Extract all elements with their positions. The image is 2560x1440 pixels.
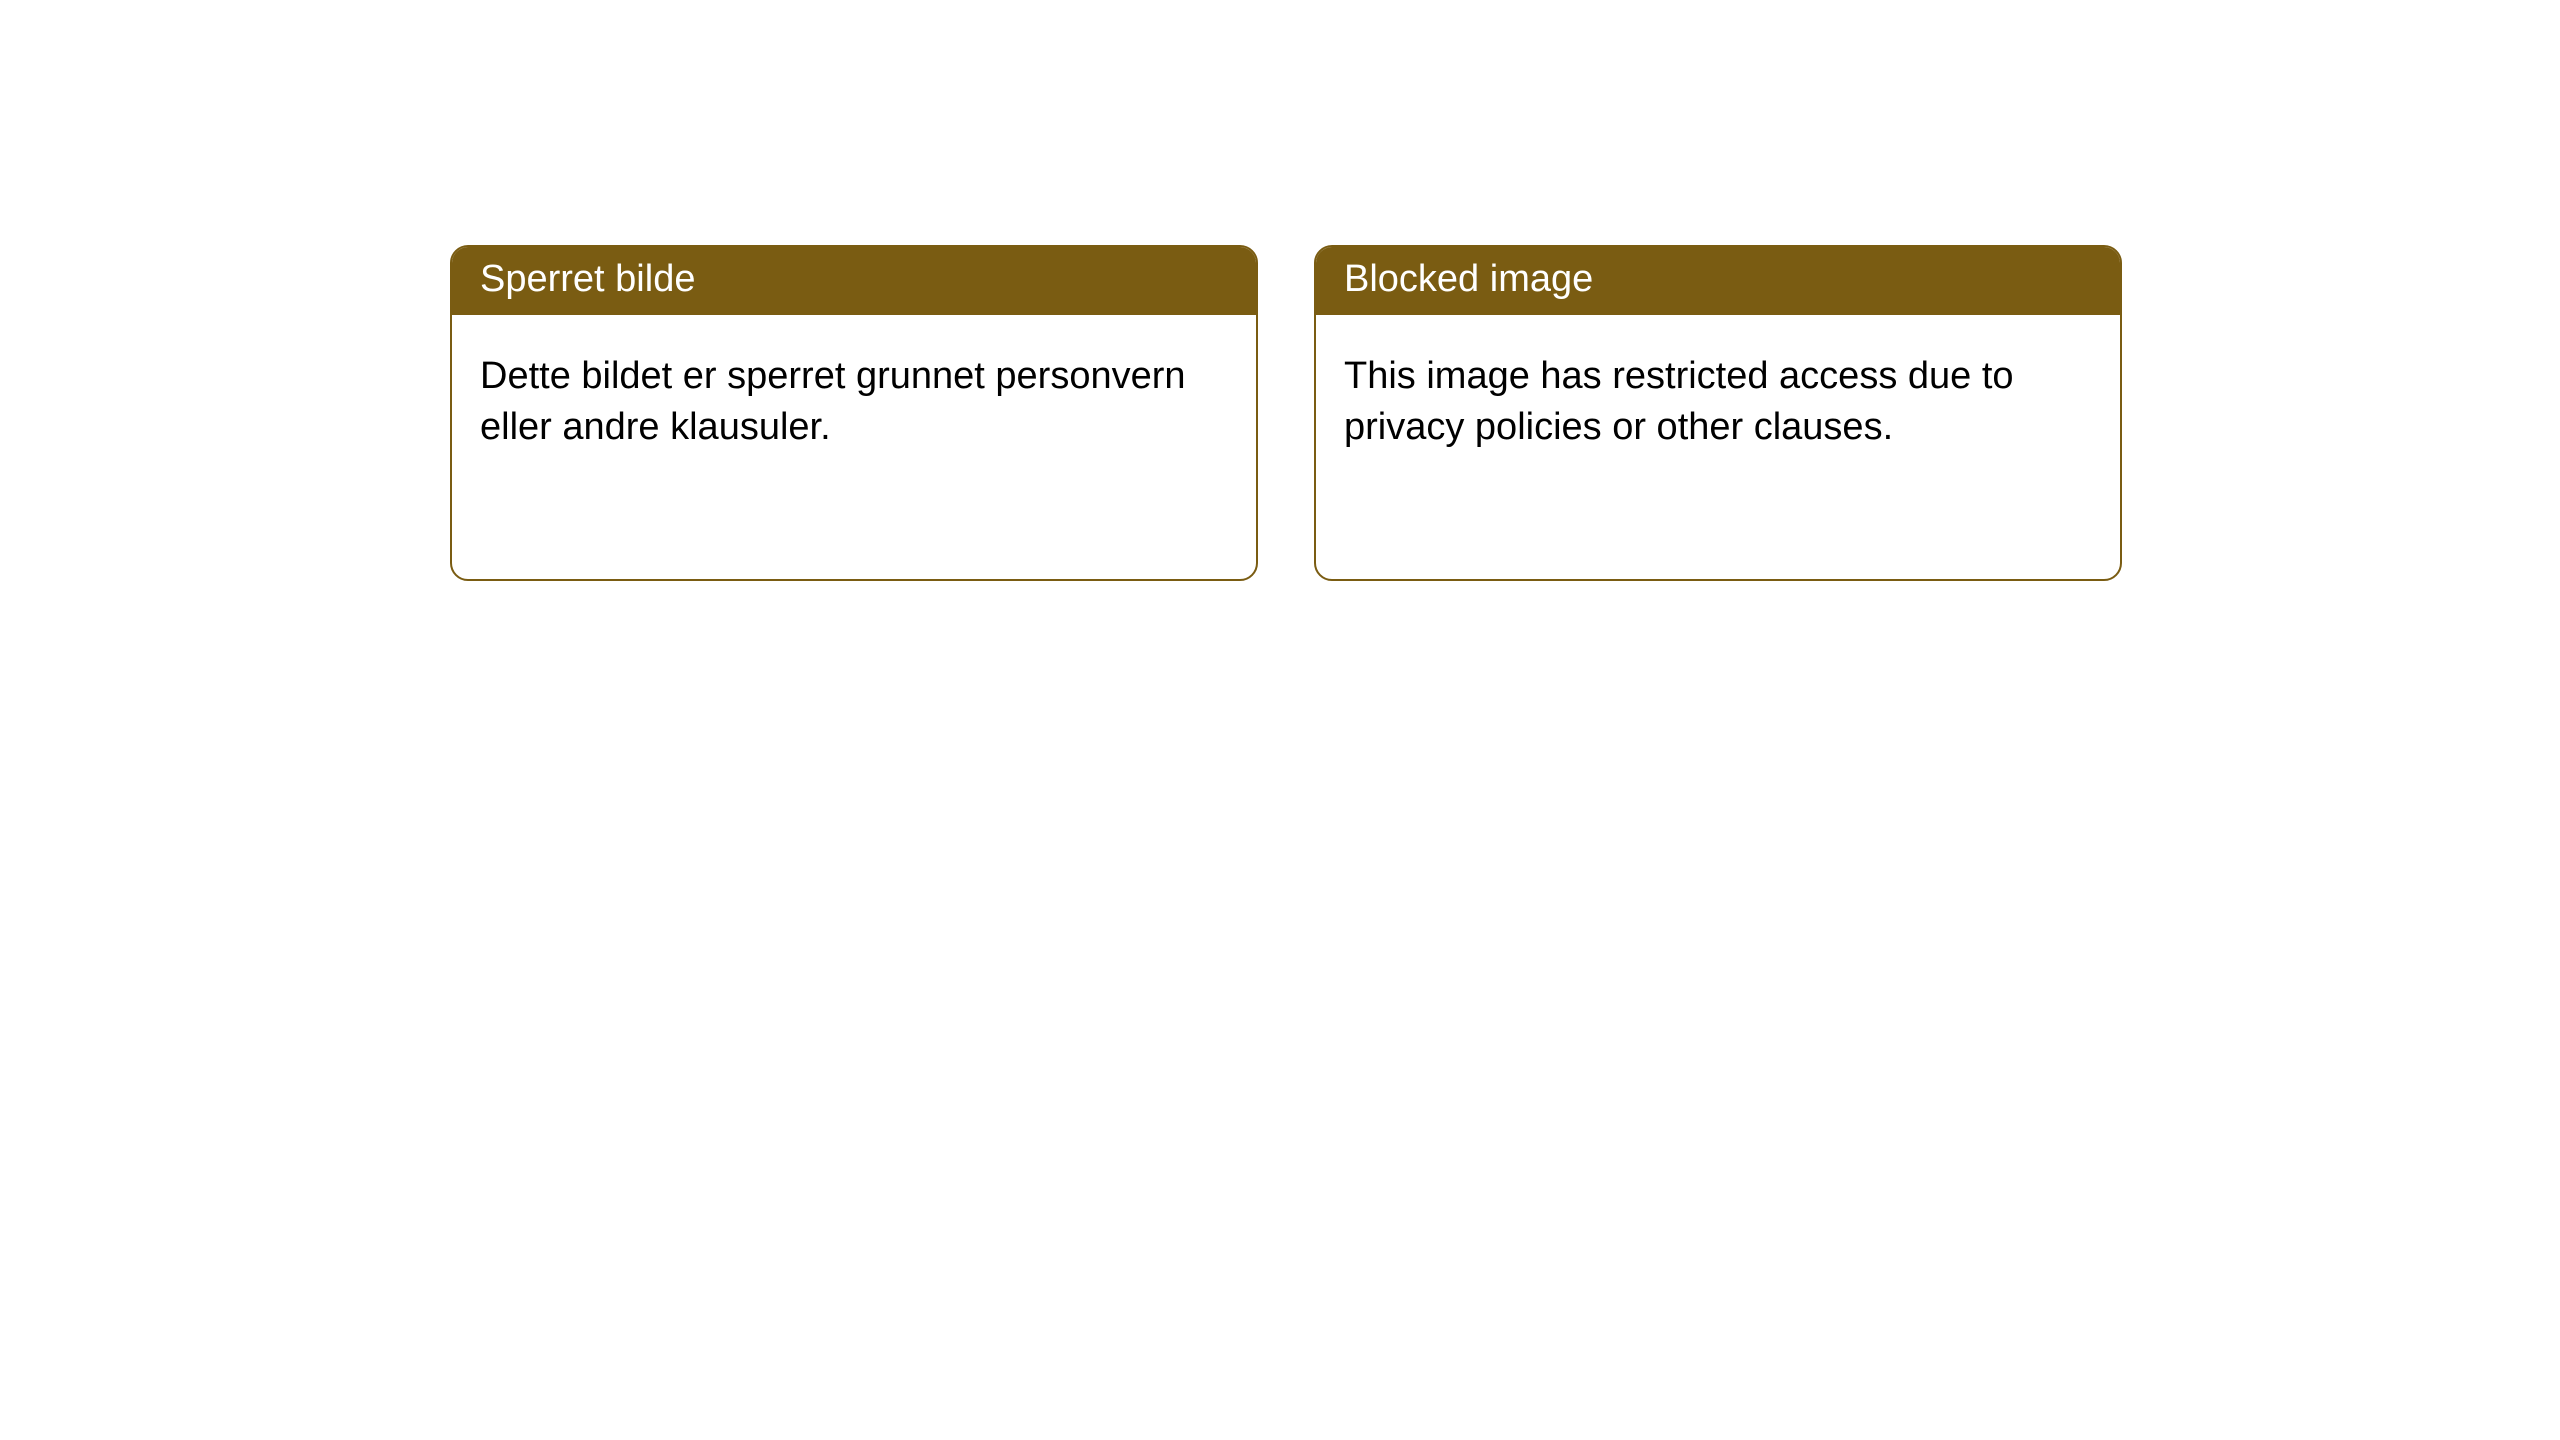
blocked-image-card-en: Blocked image This image has restricted … [1314, 245, 2122, 581]
card-body-en: This image has restricted access due to … [1316, 315, 2120, 482]
blocked-image-card-no: Sperret bilde Dette bildet er sperret gr… [450, 245, 1258, 581]
card-body-no: Dette bildet er sperret grunnet personve… [452, 315, 1256, 482]
card-header-en: Blocked image [1316, 247, 2120, 315]
card-header-no: Sperret bilde [452, 247, 1256, 315]
notice-container: Sperret bilde Dette bildet er sperret gr… [0, 0, 2560, 581]
